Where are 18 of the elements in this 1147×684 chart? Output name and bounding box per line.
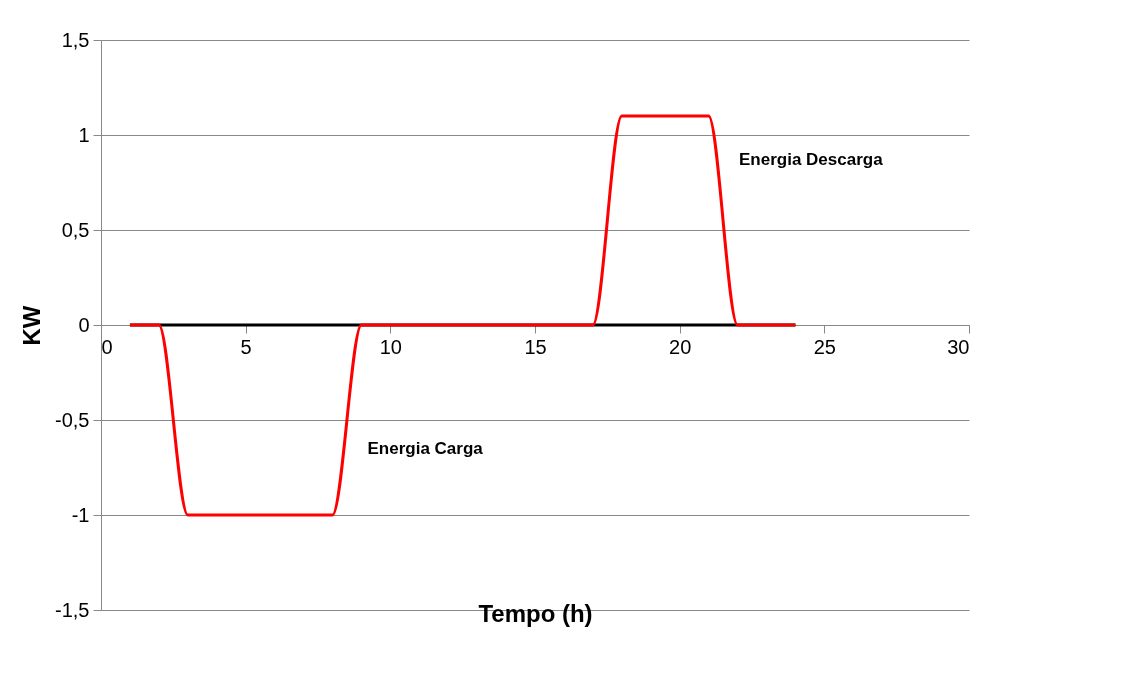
y-tick-label: 1,5	[61, 28, 90, 51]
x-axis-title: Tempo (h)	[478, 599, 593, 627]
x-tick-label: 10	[379, 335, 402, 358]
x-tick-label: 0	[101, 335, 113, 358]
x-tick-label: 20	[669, 335, 692, 358]
x-tick-label: 30	[947, 335, 970, 358]
y-tick-label: 0	[78, 313, 90, 336]
y-tick-label: -1,5	[55, 598, 90, 621]
y-tick-label: -1	[71, 503, 90, 526]
x-tick-label: 15	[524, 335, 547, 358]
annotation: Energia Descarga	[738, 149, 884, 169]
x-tick-label: 25	[813, 335, 836, 358]
annotation: Energia Carga	[367, 438, 484, 458]
x-tick-label: 5	[240, 335, 252, 358]
y-tick-label: 1	[78, 123, 90, 146]
y-tick-label: -0,5	[55, 408, 90, 431]
y-tick-label: 0,5	[61, 218, 90, 241]
y-axis-title: KW	[18, 305, 46, 346]
